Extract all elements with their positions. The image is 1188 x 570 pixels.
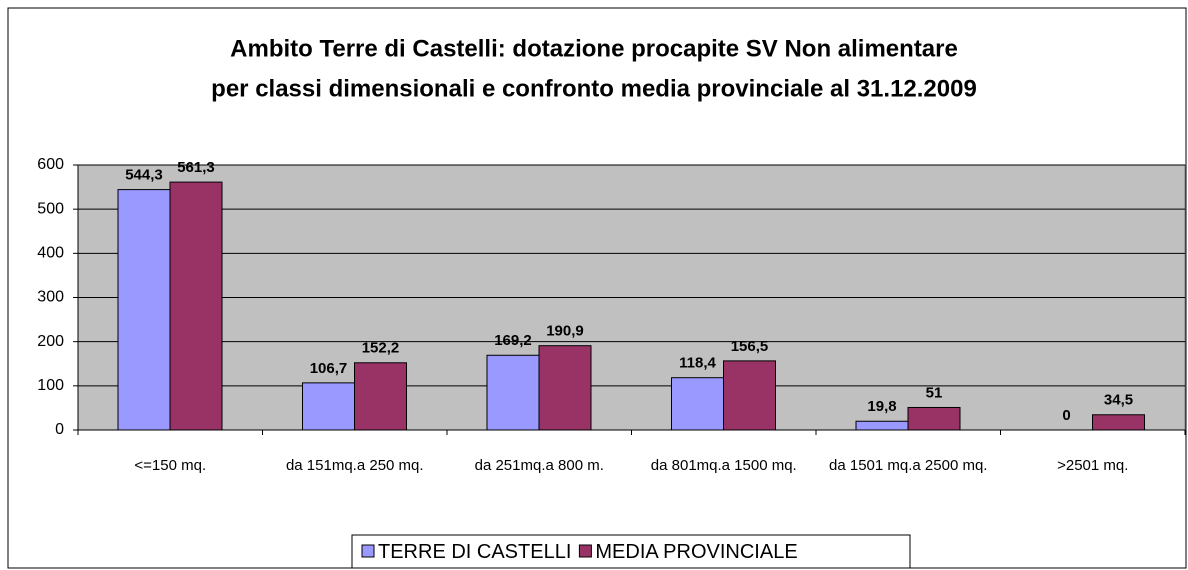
bar [723,360,776,431]
data-label: 106,7 [310,360,348,377]
data-label: 118,4 [679,355,716,372]
data-label: 169,2 [494,332,532,349]
x-tick-label: <=150 mq. [134,457,207,474]
x-tick-label: da 151mq.a 250 mq. [285,457,424,474]
data-label: 51 [926,384,943,401]
x-tick-label: da 801mq.a 1500 mq. [650,457,797,474]
y-tick-label: 400 [37,245,64,262]
data-label: 34,5 [1104,392,1133,409]
y-tick-label: 100 [37,377,64,394]
x-tick-label: >2501 mq. [1057,457,1129,474]
legend [351,534,911,569]
bar [907,406,961,431]
bar [169,181,223,431]
legend-label: TERRE DI CASTELLI [378,541,571,563]
data-label: 544,3 [125,167,163,184]
bar [538,345,592,431]
bar [671,377,724,431]
data-label: 156,5 [731,338,769,355]
chart-title: per classi dimensionali e confronto medi… [211,75,977,102]
data-label: 152,2 [362,340,400,357]
data-label: 561,3 [177,159,215,176]
y-tick-label: 500 [37,200,64,217]
y-tick-label: 600 [37,156,64,173]
data-label: 190,9 [546,323,584,340]
bar [486,354,540,431]
chart-title: Ambito Terre di Castelli: dotazione proc… [230,35,958,62]
y-tick-label: 0 [55,421,64,438]
y-tick-label: 300 [37,289,64,306]
bar [855,420,909,431]
x-tick-label: da 1501 mq.a 2500 mq. [829,457,988,474]
y-tick-label: 200 [37,333,64,350]
legend-swatch [361,544,375,558]
legend-label: MEDIA PROVINCIALE [595,541,797,563]
x-tick-label: da 251mq.a 800 m. [474,457,604,474]
bar [117,189,171,431]
bar [354,362,407,431]
data-label: 0 [1062,407,1070,424]
bar [1092,414,1145,431]
legend-swatch [578,544,592,558]
data-label: 19,8 [867,398,896,415]
bar [302,382,355,431]
